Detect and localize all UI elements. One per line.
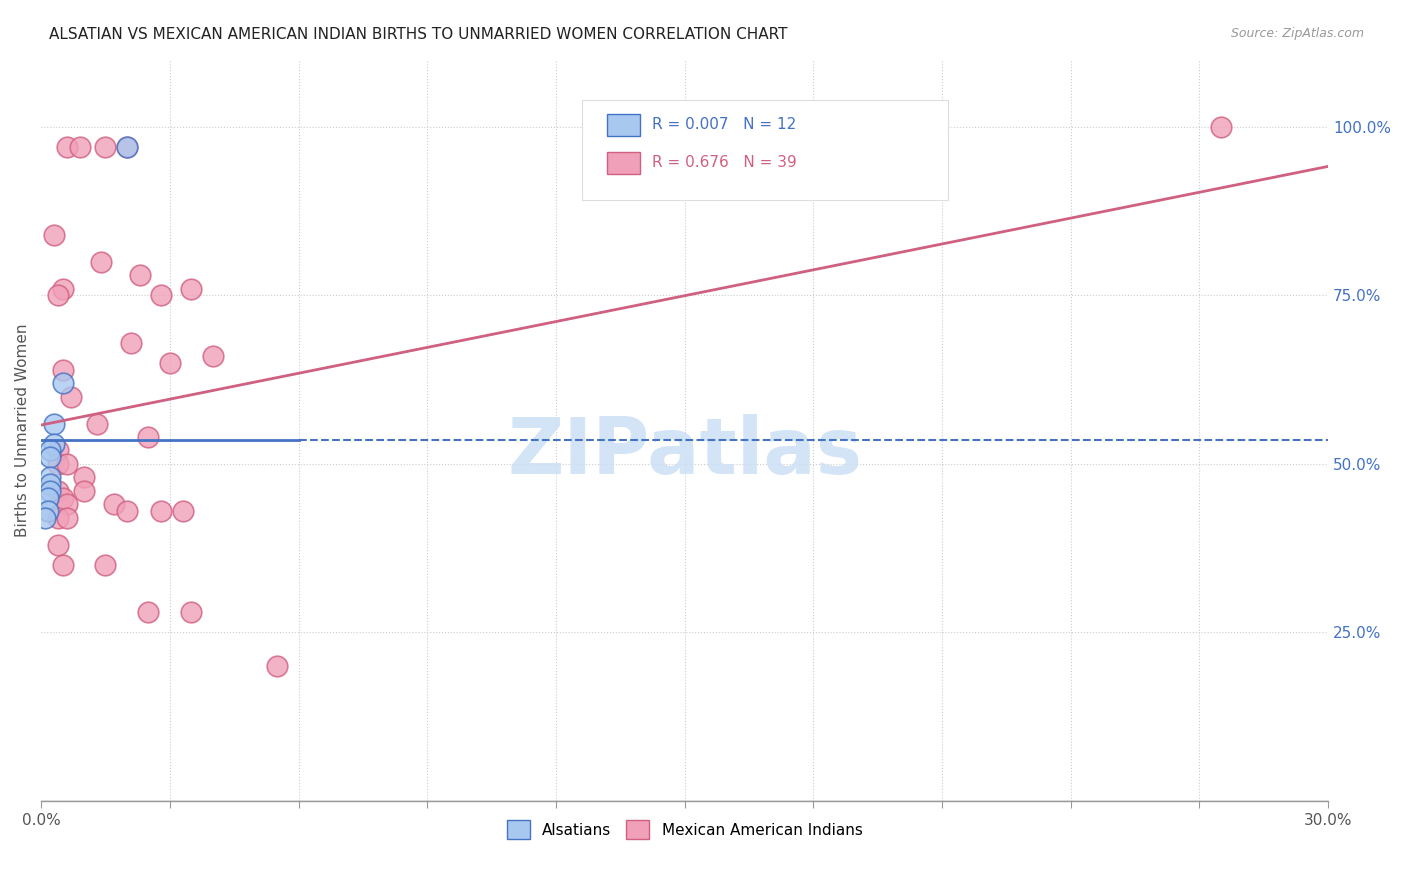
Point	[56, 497, 79, 511]
Point	[42, 417, 65, 431]
Point	[46, 443, 69, 458]
Point	[46, 538, 69, 552]
Text: Source: ZipAtlas.com: Source: ZipAtlas.com	[1230, 27, 1364, 40]
Point	[201, 349, 224, 363]
Point	[46, 457, 69, 471]
Point	[1209, 120, 1232, 134]
Point	[86, 417, 108, 431]
Point	[38, 483, 60, 498]
Point	[150, 504, 173, 518]
Point	[37, 504, 59, 518]
Point	[115, 140, 138, 154]
Point	[128, 268, 150, 283]
Bar	[607, 113, 640, 136]
Point	[138, 605, 160, 619]
Point	[266, 659, 288, 673]
Point	[51, 491, 73, 505]
Point	[115, 504, 138, 518]
Point	[38, 450, 60, 465]
Point	[94, 558, 117, 572]
Point	[172, 504, 194, 518]
Point	[51, 282, 73, 296]
Point	[51, 376, 73, 390]
Text: ZIPatlas: ZIPatlas	[508, 415, 862, 491]
Point	[38, 477, 60, 491]
Point	[73, 483, 96, 498]
Point	[94, 140, 117, 154]
Point	[60, 390, 83, 404]
Point	[42, 436, 65, 450]
Y-axis label: Births to Unmarried Women: Births to Unmarried Women	[15, 324, 30, 537]
Point	[180, 282, 202, 296]
FancyBboxPatch shape	[582, 101, 949, 201]
Point	[38, 470, 60, 484]
Point	[56, 140, 79, 154]
Point	[90, 254, 112, 268]
Point	[103, 497, 125, 511]
Point	[115, 140, 138, 154]
Point	[38, 443, 60, 458]
Point	[120, 335, 142, 350]
Point	[37, 491, 59, 505]
Point	[46, 511, 69, 525]
Point	[73, 470, 96, 484]
Point	[159, 356, 181, 370]
Point	[46, 288, 69, 302]
Point	[150, 288, 173, 302]
Point	[51, 362, 73, 376]
Text: ALSATIAN VS MEXICAN AMERICAN INDIAN BIRTHS TO UNMARRIED WOMEN CORRELATION CHART: ALSATIAN VS MEXICAN AMERICAN INDIAN BIRT…	[49, 27, 787, 42]
Point	[180, 605, 202, 619]
Point	[51, 558, 73, 572]
Text: R = 0.676   N = 39: R = 0.676 N = 39	[652, 155, 797, 170]
Point	[138, 430, 160, 444]
Point	[34, 511, 56, 525]
Point	[69, 140, 91, 154]
Text: R = 0.007   N = 12: R = 0.007 N = 12	[652, 117, 797, 132]
Point	[56, 457, 79, 471]
Point	[42, 227, 65, 242]
Point	[56, 511, 79, 525]
Bar	[607, 153, 640, 175]
Point	[46, 483, 69, 498]
Legend: Alsatians, Mexican American Indians: Alsatians, Mexican American Indians	[501, 814, 869, 845]
